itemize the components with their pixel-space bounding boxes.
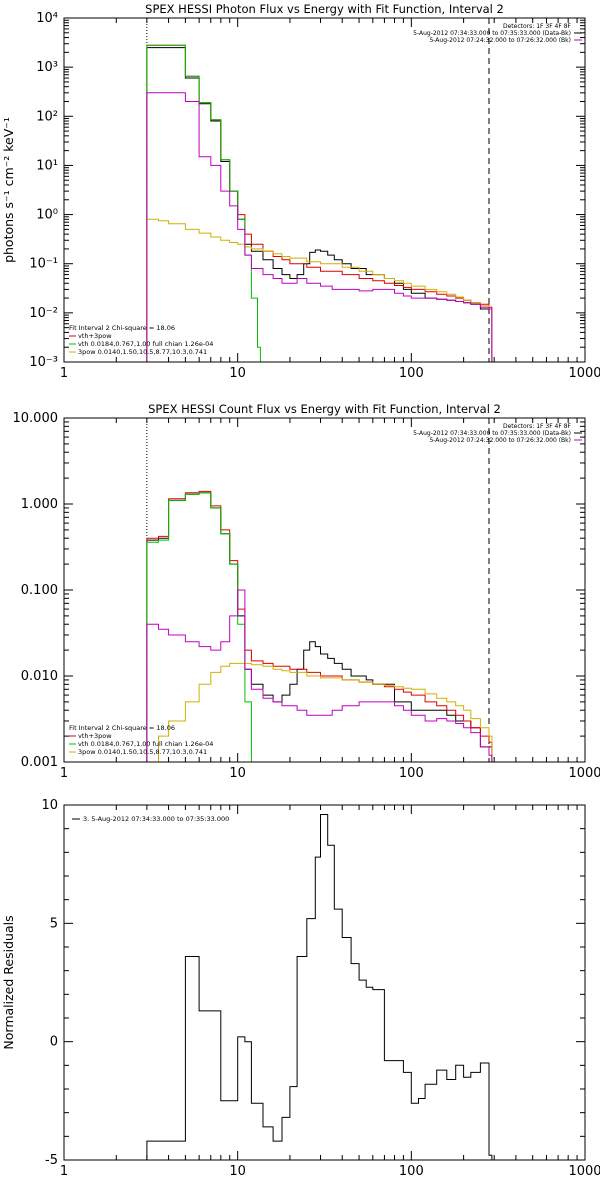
y-tick-label: 1.000 (21, 497, 58, 512)
x-tick-label: 1000 (568, 1164, 600, 1179)
legend-entry-1: 5-Aug-2012 07:34:33.000 to 07:35:33.000 … (413, 430, 571, 437)
chart-panel-2: SPEX HESSI Count Flux vs Energy with Fit… (13, 402, 600, 781)
chart-panel-3: Normalized Residuals 1 10 100 1000 -5 0 5 10 3. 5… (1, 798, 600, 1179)
x-tick-label: 1 (60, 366, 68, 381)
y-tick-label: 10⁻³ (29, 355, 58, 370)
series-line-4 (147, 93, 492, 362)
series-line-2 (147, 493, 255, 762)
y-tick-label: 10⁰ (36, 208, 58, 223)
y-tick-label: 0.100 (21, 583, 58, 598)
y-tick-label: 5 (50, 916, 58, 931)
fit-legend-entry-2: vth 0.0184,0.767,1.00 full chian 1.26e-0… (78, 740, 213, 748)
y-tick-label: 0 (50, 1035, 58, 1050)
legend-entry-1: 5-Aug-2012 07:34:33.000 to 07:35:33.000 … (413, 30, 571, 37)
chart-title: SPEX HESSI Photon Flux vs Energy with Fi… (145, 2, 504, 16)
plot-frame (64, 418, 585, 762)
fit-legend-entry-3: 3pow 0.0140,1.50,10.5,8.77,10.3,0.741 (78, 748, 207, 756)
series-group (147, 45, 492, 362)
y-tick-label: 10⁻¹ (29, 257, 58, 272)
x-tick-label: 100 (399, 366, 424, 381)
y-tick-label: 10³ (36, 60, 58, 75)
legend-entry-0: Detectors: 1F 3F 4F 8F (503, 423, 572, 430)
y-tick-label: 10⁻² (29, 306, 58, 321)
fit-legend-entry-1: vth+3pow (78, 732, 112, 740)
y-tick-label: 10.000 (13, 411, 59, 426)
plot-frame (64, 805, 585, 1160)
fit-legend-entry-3: 3pow 0.0140,1.50,10.5,8.77,10.3,0.741 (78, 348, 207, 356)
legend-entry-2: 5-Aug-2012 07:24:32.000 to 07:26:32.000 … (429, 37, 571, 44)
plot-frame (64, 18, 585, 362)
x-tick-label: 10 (229, 766, 246, 781)
y-axis-label: photons s⁻¹ cm⁻² keV⁻¹ (1, 117, 16, 263)
y-tick-label: 10¹ (36, 158, 58, 173)
series-line-1 (147, 491, 492, 762)
x-tick-label: 100 (399, 766, 424, 781)
x-tick-label: 10 (229, 1164, 246, 1179)
series-group (147, 815, 492, 1161)
x-tick-label: 1 (60, 1164, 68, 1179)
fit-legend-entry-0: Fit Interval 2 Chi-square = 18.06 (69, 324, 175, 332)
x-tick-label: 1 (60, 766, 68, 781)
legend-entry-0: Detectors: 1F 3F 4F 8F (503, 23, 572, 30)
series-group (147, 491, 492, 762)
fit-legend-entry-2: vth 0.0184,0.767,1.00 full chian 1.26e-0… (78, 340, 213, 348)
x-tick-label: 100 (399, 1164, 424, 1179)
y-tick-label: 10⁴ (36, 11, 58, 26)
x-tick-label: 1000 (568, 766, 600, 781)
y-tick-label: 10² (36, 109, 58, 124)
chart-title: SPEX HESSI Count Flux vs Energy with Fit… (148, 402, 501, 416)
chart-panel-1: SPEX HESSI Photon Flux vs Energy with Fi… (1, 2, 600, 381)
series-line-0 (147, 815, 492, 1161)
x-tick-label: 1000 (568, 366, 600, 381)
residual-legend-entry: 3. 5-Aug-2012 07:34:33.000 to 07:35:33.0… (83, 815, 229, 823)
x-tick-label: 10 (229, 366, 246, 381)
fit-legend-entry-0: Fit Interval 2 Chi-square = 18.06 (69, 724, 175, 732)
fit-legend-entry-1: vth+3pow (78, 332, 112, 340)
y-tick-label: 0.010 (21, 669, 58, 684)
series-line-0 (147, 493, 492, 762)
y-tick-label: 10 (41, 798, 58, 813)
y-tick-label: -5 (45, 1153, 58, 1168)
y-tick-label: 0.001 (21, 755, 58, 770)
y-axis-label: Normalized Residuals (1, 915, 16, 1049)
legend-entry-2: 5-Aug-2012 07:24:32.000 to 07:26:32.000 … (429, 437, 571, 444)
